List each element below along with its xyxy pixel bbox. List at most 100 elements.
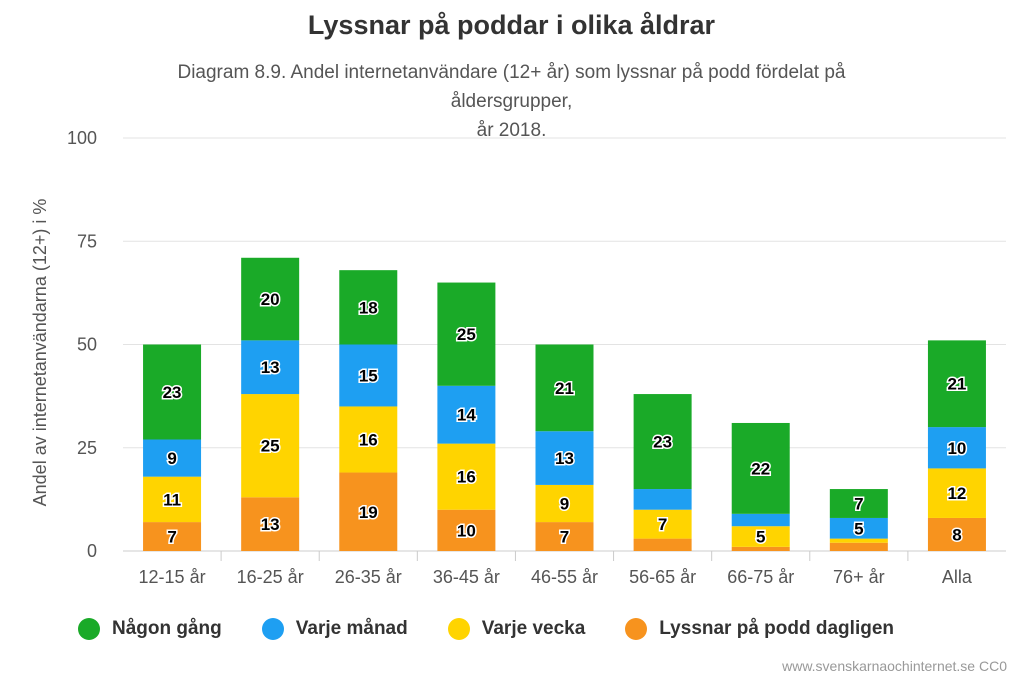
data-label: 23 — [653, 433, 672, 452]
legend-label: Någon gång — [112, 618, 222, 639]
x-tick-label: Alla — [942, 567, 973, 587]
bar-segment — [829, 517, 888, 539]
data-label: 14 — [457, 406, 476, 425]
data-label: 23 — [163, 383, 182, 402]
y-tick-label: 100 — [67, 128, 97, 148]
data-label: 13 — [261, 515, 280, 534]
data-label: 21 — [947, 375, 966, 394]
data-label: 7 — [658, 515, 667, 534]
bar-segment — [143, 344, 202, 440]
bar-segment — [241, 340, 300, 395]
bar-segment — [339, 472, 398, 551]
data-label: 25 — [457, 325, 476, 344]
x-tick-label: 12-15 år — [139, 567, 206, 587]
data-label: 9 — [167, 449, 176, 468]
data-label: 5 — [854, 519, 863, 538]
data-label: 5 — [756, 528, 765, 547]
y-tick-label: 75 — [77, 231, 97, 251]
bar-segment — [437, 509, 496, 551]
data-label: 7 — [167, 528, 176, 547]
bar-segment — [535, 431, 594, 485]
bar-segment — [829, 538, 888, 543]
legend-label: Lyssnar på podd dagligen — [659, 618, 894, 639]
legend-dot-icon — [625, 618, 648, 640]
data-label: 9 — [560, 495, 569, 514]
data-label: 19 — [359, 503, 378, 522]
bar-segment — [143, 522, 202, 551]
data-label: 16 — [359, 430, 378, 449]
bar-segment — [437, 443, 496, 510]
bar-segment — [535, 522, 594, 551]
bar-segment — [535, 484, 594, 523]
data-label: 7 — [854, 495, 863, 514]
legend-item[interactable]: Varje månad — [261, 618, 408, 640]
data-label: 13 — [555, 449, 574, 468]
data-label: 13 — [261, 358, 280, 377]
legend-dot-icon — [78, 618, 100, 640]
bar-segment — [829, 542, 888, 551]
data-label: 15 — [359, 366, 378, 385]
subtitle-line-2: år 2018. — [476, 120, 547, 141]
bar-segment — [241, 497, 300, 551]
x-tick-label: 36-45 år — [433, 567, 500, 587]
data-label: 16 — [457, 468, 476, 487]
legend-label: Varje vecka — [481, 618, 586, 639]
bar-segment — [927, 427, 986, 469]
data-label: 10 — [947, 439, 966, 458]
bar-segment — [241, 257, 300, 341]
data-label: 8 — [952, 525, 961, 544]
bar-segment — [241, 394, 300, 498]
bar-segment — [829, 489, 888, 518]
x-tick-label: 76+ år — [833, 567, 885, 587]
bar-segment — [339, 406, 398, 473]
chart-legend: Någon gång Varje månad Varje vecka Lyssnar … — [78, 618, 934, 640]
legend-item[interactable]: Någon gång — [78, 618, 222, 640]
data-label: 12 — [947, 484, 966, 503]
credit-text: www.svenskarnaochinternet.se CC0 — [782, 658, 1007, 674]
bar-segment — [633, 509, 692, 539]
bar-segment — [633, 538, 692, 551]
bar-segment — [535, 344, 594, 432]
y-axis-title: Andel av internetanvändarna (12+) i % — [30, 199, 50, 507]
legend-label: Varje månad — [295, 618, 408, 639]
chart-subtitle: Diagram 8.9. Andel internetanvändare (12… — [150, 58, 873, 145]
x-tick-label: 66-75 år — [727, 567, 794, 587]
y-tick-label: 0 — [87, 541, 97, 561]
bar-segment — [339, 344, 398, 407]
bar-segment — [927, 468, 986, 518]
x-tick-label: 16-25 år — [237, 567, 304, 587]
x-tick-label: 56-65 år — [629, 567, 696, 587]
bar-segment — [339, 270, 398, 345]
bar-segment — [633, 489, 692, 510]
subtitle-line-1: Diagram 8.9. Andel internetanvändare (12… — [177, 62, 846, 112]
data-label: 10 — [457, 521, 476, 540]
data-label: 18 — [359, 298, 378, 317]
bar-segment — [927, 517, 986, 551]
legend-item[interactable]: Lyssnar på podd dagligen — [625, 618, 894, 640]
bar-segment — [731, 526, 790, 547]
bar-segment — [633, 394, 692, 490]
bar-segment — [927, 340, 986, 428]
data-label: 11 — [163, 490, 181, 509]
chart-title: Lyssnar på poddar i olika åldrar — [307, 10, 716, 40]
bar-segment — [143, 476, 202, 523]
data-label: 20 — [261, 290, 280, 309]
bar-segment — [143, 439, 202, 477]
bar-segment — [731, 513, 790, 527]
bar-segment — [731, 422, 790, 514]
data-label: 25 — [261, 437, 280, 456]
bar-segment — [437, 282, 496, 386]
legend-item[interactable]: Varje vecka — [447, 618, 586, 640]
legend-dot-icon — [447, 618, 470, 640]
bar-segment — [437, 385, 496, 444]
data-label: 7 — [560, 528, 569, 547]
bar-segment — [731, 546, 790, 551]
x-tick-label: 46-55 år — [531, 567, 598, 587]
data-label: 22 — [751, 459, 770, 478]
y-tick-label: 25 — [77, 438, 97, 458]
x-tick-label: 26-35 år — [335, 567, 402, 587]
legend-dot-icon — [261, 618, 284, 640]
data-label: 21 — [555, 379, 574, 398]
y-tick-label: 50 — [77, 335, 97, 355]
